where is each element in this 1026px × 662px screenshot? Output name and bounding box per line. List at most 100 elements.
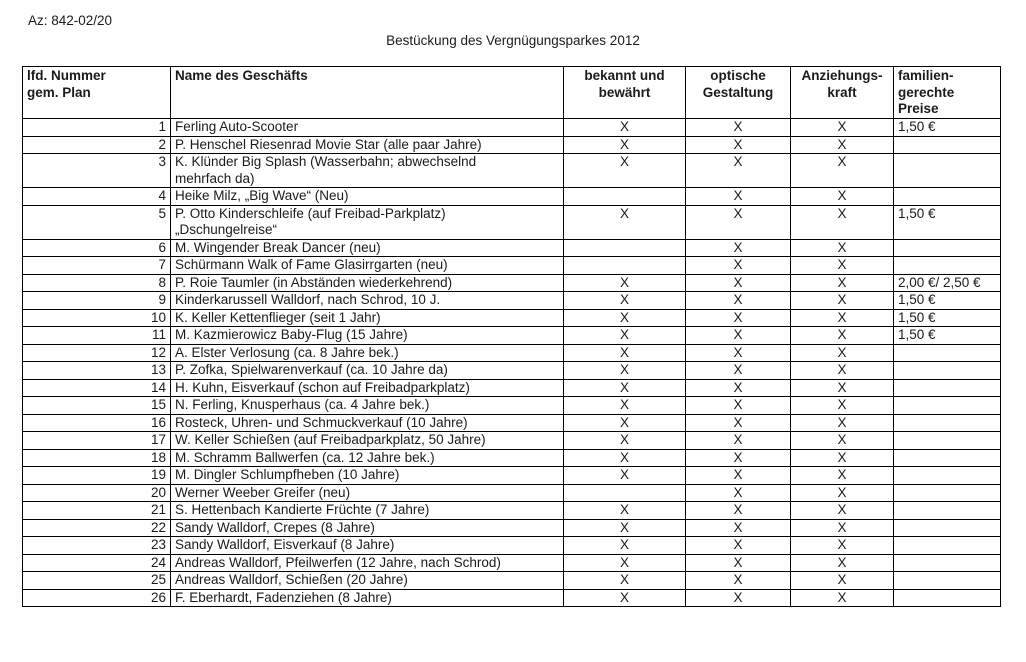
table-row: 23 Sandy Walldorf, Eisverkauf (8 Jahre) X X… [22,536,1001,555]
cell-mark-optische: X [685,553,791,572]
cell-mark-bekannt: X [563,571,686,590]
cell-name: Werner Weeber Greifer (neu) [170,483,564,502]
cell-mark-optische: X [685,308,791,327]
cell-mark-optische: X [685,413,791,432]
cell-name: P. Zofka, Spielwarenverkauf (ca. 10 Jahr… [170,361,564,380]
column-header-preise: familien- gerechte Preise [893,66,1001,119]
cell-mark-bekannt: X [563,466,686,485]
cell-number: 23 [22,536,171,555]
cell-name: M. Kazmierowicz Baby-Flug (15 Jahre) [170,326,564,345]
table-row: 9 Kinderkarussell Walldorf, nach Schrod, … [22,291,1001,310]
cell-mark-optische: X [685,187,791,206]
cell-name: Andreas Walldorf, Schießen (20 Jahre) [170,571,564,590]
cell-mark-bekannt: X [563,135,686,154]
table-row: 22 Sandy Walldorf, Crepes (8 Jahre) X X X [22,518,1001,537]
cell-name: Heike Milz, „Big Wave“ (Neu) [170,187,564,206]
cell-mark-optische: X [685,483,791,502]
cell-number: 26 [22,588,171,607]
cell-mark-optische: X [685,343,791,362]
cell-number: 6 [22,238,171,257]
cell-price [893,396,1001,415]
cell-name: K. Klünder Big Splash (Wasserbahn; abwec… [170,153,564,188]
table-row: 25 Andreas Walldorf, Schießen (20 Jahre) X… [22,571,1001,590]
cell-mark-optische: X [685,204,791,240]
cell-price [893,536,1001,555]
cell-mark-bekannt: X [563,378,686,397]
cell-mark-bekannt: X [563,413,686,432]
cell-price [893,571,1001,590]
table-row: 20 Werner Weeber Greifer (neu) X X [22,483,1001,502]
cell-mark-bekannt: X [563,273,686,292]
cell-price [893,448,1001,467]
cell-price: 1,50 € [893,291,1001,310]
cell-number: 19 [22,466,171,485]
cell-mark-optische: X [685,135,791,154]
cell-price [893,135,1001,154]
cell-price [893,466,1001,485]
cell-name: S. Hettenbach Kandierte Früchte (7 Jahre… [170,501,564,520]
table-row: 1 Ferling Auto-Scooter X X X 1,50 € [22,118,1001,137]
cell-price [893,501,1001,520]
cell-number: 8 [22,273,171,292]
cell-mark-bekannt: X [563,118,686,137]
cell-price: 1,50 € [893,308,1001,327]
cell-mark-anziehung: X [790,413,894,432]
cell-mark-optische: X [685,588,791,607]
cell-mark-optische: X [685,571,791,590]
table-row: 19 M. Dingler Schlumpfheben (10 Jahre) X X X [22,466,1001,485]
cell-number: 5 [22,204,171,240]
cell-mark-optische: X [685,518,791,537]
cell-mark-bekannt: X [563,291,686,310]
cell-number: 25 [22,571,171,590]
cell-mark-optische: X [685,378,791,397]
cell-mark-optische: X [685,448,791,467]
table-row: 10 K. Keller Kettenflieger (seit 1 Jahr) X… [22,308,1001,327]
cell-price: 1,50 € [893,118,1001,137]
table-row: 17 W. Keller Schießen (auf Freibadparkpla… [22,431,1001,450]
cell-name: F. Eberhardt, Fadenziehen (8 Jahre) [170,588,564,607]
cell-mark-anziehung: X [790,187,894,206]
cell-mark-anziehung: X [790,571,894,590]
cell-name: M. Schramm Ballwerfen (ca. 12 Jahre bek.… [170,448,564,467]
cell-name: M. Dingler Schlumpfheben (10 Jahre) [170,466,564,485]
cell-name: Kinderkarussell Walldorf, nach Schrod, 1… [170,291,564,310]
table-row: 7 Schürmann Walk of Fame Glasirrgarten (n… [22,256,1001,275]
cell-mark-anziehung: X [790,431,894,450]
cell-number: 18 [22,448,171,467]
cell-mark-optische: X [685,238,791,257]
cell-mark-anziehung: X [790,588,894,607]
cell-mark-bekannt [563,256,686,275]
cell-number: 14 [22,378,171,397]
table-row: 4 Heike Milz, „Big Wave“ (Neu) X X [22,187,1001,206]
cell-name: P. Roie Taumler (in Abständen wiederkehr… [170,273,564,292]
cell-mark-optische: X [685,361,791,380]
cell-mark-anziehung: X [790,501,894,520]
cell-number: 4 [22,187,171,206]
cell-mark-bekannt: X [563,553,686,572]
cell-name: Sandy Walldorf, Eisverkauf (8 Jahre) [170,536,564,555]
cell-name: K. Keller Kettenflieger (seit 1 Jahr) [170,308,564,327]
cell-price [893,588,1001,607]
cell-mark-anziehung: X [790,308,894,327]
cell-number: 21 [22,501,171,520]
cell-mark-anziehung: X [790,273,894,292]
cell-name: Ferling Auto-Scooter [170,118,564,137]
cell-mark-bekannt: X [563,308,686,327]
cell-price [893,553,1001,572]
cell-mark-bekannt: X [563,536,686,555]
cell-price [893,413,1001,432]
cell-name: Rosteck, Uhren- und Schmuckverkauf (10 J… [170,413,564,432]
cell-name: P. Henschel Riesenrad Movie Star (alle p… [170,135,564,154]
cell-mark-optische: X [685,536,791,555]
table-row: 12 A. Elster Verlosung (ca. 8 Jahre bek.)… [22,343,1001,362]
table-row: 13 P. Zofka, Spielwarenverkauf (ca. 10 Ja… [22,361,1001,380]
cell-price [893,518,1001,537]
table-row: 18 M. Schramm Ballwerfen (ca. 12 Jahre be… [22,448,1001,467]
cell-price [893,238,1001,257]
cell-number: 11 [22,326,171,345]
cell-mark-bekannt: X [563,204,686,240]
file-reference: Az: 842-02/20 [28,13,113,28]
cell-mark-anziehung: X [790,396,894,415]
cell-name: Schürmann Walk of Fame Glasirrgarten (ne… [170,256,564,275]
cell-mark-anziehung: X [790,361,894,380]
